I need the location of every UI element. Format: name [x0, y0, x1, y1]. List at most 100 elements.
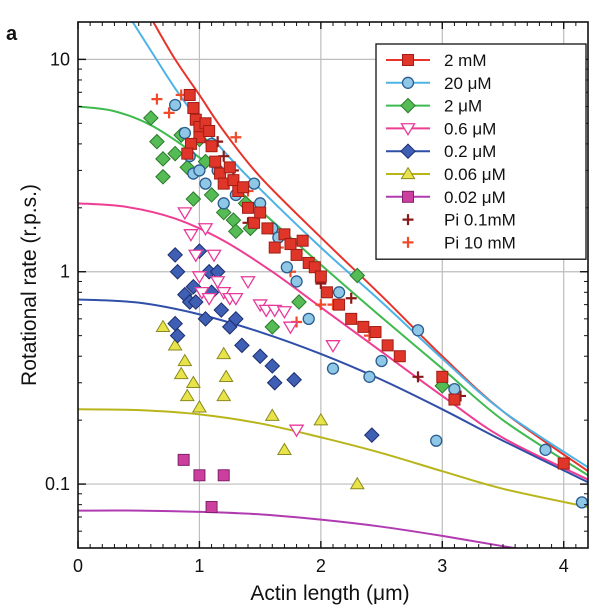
data-point	[177, 453, 190, 466]
legend-marker	[400, 123, 416, 136]
axis-ticks: 0 1 2 3 4 0.1 1 10	[45, 22, 588, 576]
data-point	[280, 261, 294, 274]
data-point	[436, 370, 449, 383]
legend-marker	[400, 143, 416, 160]
data-point	[179, 159, 196, 176]
data-point	[183, 229, 199, 242]
data-point	[191, 271, 208, 285]
data-point	[539, 443, 552, 456]
panel-label: a	[6, 23, 18, 45]
data-point	[205, 500, 218, 513]
y-tick-label: 10	[50, 49, 70, 69]
data-point	[228, 223, 244, 240]
data-point	[228, 310, 244, 327]
y-axis-label: Rotational rate (r.p.s.)	[18, 184, 41, 386]
data-point	[230, 131, 242, 143]
legend-marker	[402, 214, 414, 226]
data-point	[240, 276, 256, 290]
data-point	[557, 457, 570, 470]
data-point	[345, 292, 357, 304]
data-point	[237, 181, 250, 194]
data-point	[185, 191, 202, 207]
data-point	[349, 267, 366, 284]
data-point	[254, 206, 267, 219]
data-point	[286, 371, 302, 388]
data-point	[201, 292, 217, 306]
data-point	[185, 375, 201, 388]
data-point	[349, 476, 365, 490]
data-point	[163, 107, 175, 119]
x-tick-label: 3	[437, 556, 447, 576]
data-point	[215, 204, 232, 221]
legend-marker	[402, 54, 414, 66]
data-point	[185, 278, 202, 295]
data-point	[282, 321, 299, 335]
data-point	[203, 187, 220, 203]
legend-label: 20 μM	[444, 74, 492, 93]
y-tick-label: 1	[60, 262, 70, 282]
data-point	[223, 161, 236, 174]
data-point	[325, 340, 341, 353]
legend-marker	[400, 97, 416, 114]
data-point	[197, 223, 214, 236]
data-point	[206, 249, 222, 263]
legend: 2 mM 20 μM 2 μM 0.6 μM 0.2 μM 0.06 μM 0.02 μM P…	[375, 43, 587, 260]
data-point	[181, 147, 194, 160]
data-point	[143, 110, 159, 126]
data-point	[242, 201, 254, 214]
legend-label: 0.2 μM	[444, 142, 496, 161]
data-point	[276, 306, 293, 320]
x-axis-label: Actin length (μm)	[250, 582, 409, 605]
data-point	[264, 408, 280, 421]
data-point	[167, 315, 183, 332]
data-point	[205, 140, 218, 153]
data-point	[217, 197, 230, 210]
data-point	[320, 286, 333, 299]
data-point	[155, 151, 171, 167]
data-point	[151, 93, 163, 105]
data-point	[333, 298, 346, 311]
data-point	[203, 125, 216, 138]
x-tick-label: 4	[559, 556, 569, 576]
data-point	[268, 241, 281, 254]
data-point	[252, 348, 268, 365]
data-point	[216, 346, 232, 360]
data-point	[234, 337, 250, 354]
data-point	[191, 399, 207, 413]
data-point	[375, 354, 388, 368]
data-point	[430, 434, 443, 447]
data-point	[179, 388, 195, 402]
data-point	[357, 320, 370, 333]
fit-curve-line	[78, 298, 588, 484]
data-point	[308, 261, 321, 274]
data-point	[393, 350, 406, 363]
data-point	[261, 222, 274, 235]
data-point	[276, 442, 292, 455]
fit-curve-line	[78, 408, 588, 508]
data-point	[288, 424, 305, 438]
data-point	[188, 249, 204, 263]
data-point	[217, 469, 230, 482]
data-point	[193, 131, 206, 144]
data-point	[278, 228, 291, 241]
data-point	[167, 247, 183, 263]
fit-curve-line	[131, 22, 588, 469]
data-point	[290, 248, 303, 261]
legend-label: 0.02 μM	[444, 188, 506, 207]
data-point	[177, 207, 193, 221]
data-point	[197, 310, 214, 327]
data-point	[448, 382, 461, 396]
data-point	[313, 412, 329, 426]
data-point	[369, 326, 382, 339]
legend-label: 2 μM	[444, 97, 482, 116]
legend-marker	[400, 166, 416, 180]
x-tick-label: 1	[194, 556, 204, 576]
data-point	[284, 238, 297, 251]
data-point	[248, 216, 261, 229]
data-point	[216, 388, 232, 402]
data-point	[264, 319, 281, 335]
data-point	[412, 371, 424, 383]
data-point	[247, 177, 261, 190]
data-point	[291, 294, 307, 310]
